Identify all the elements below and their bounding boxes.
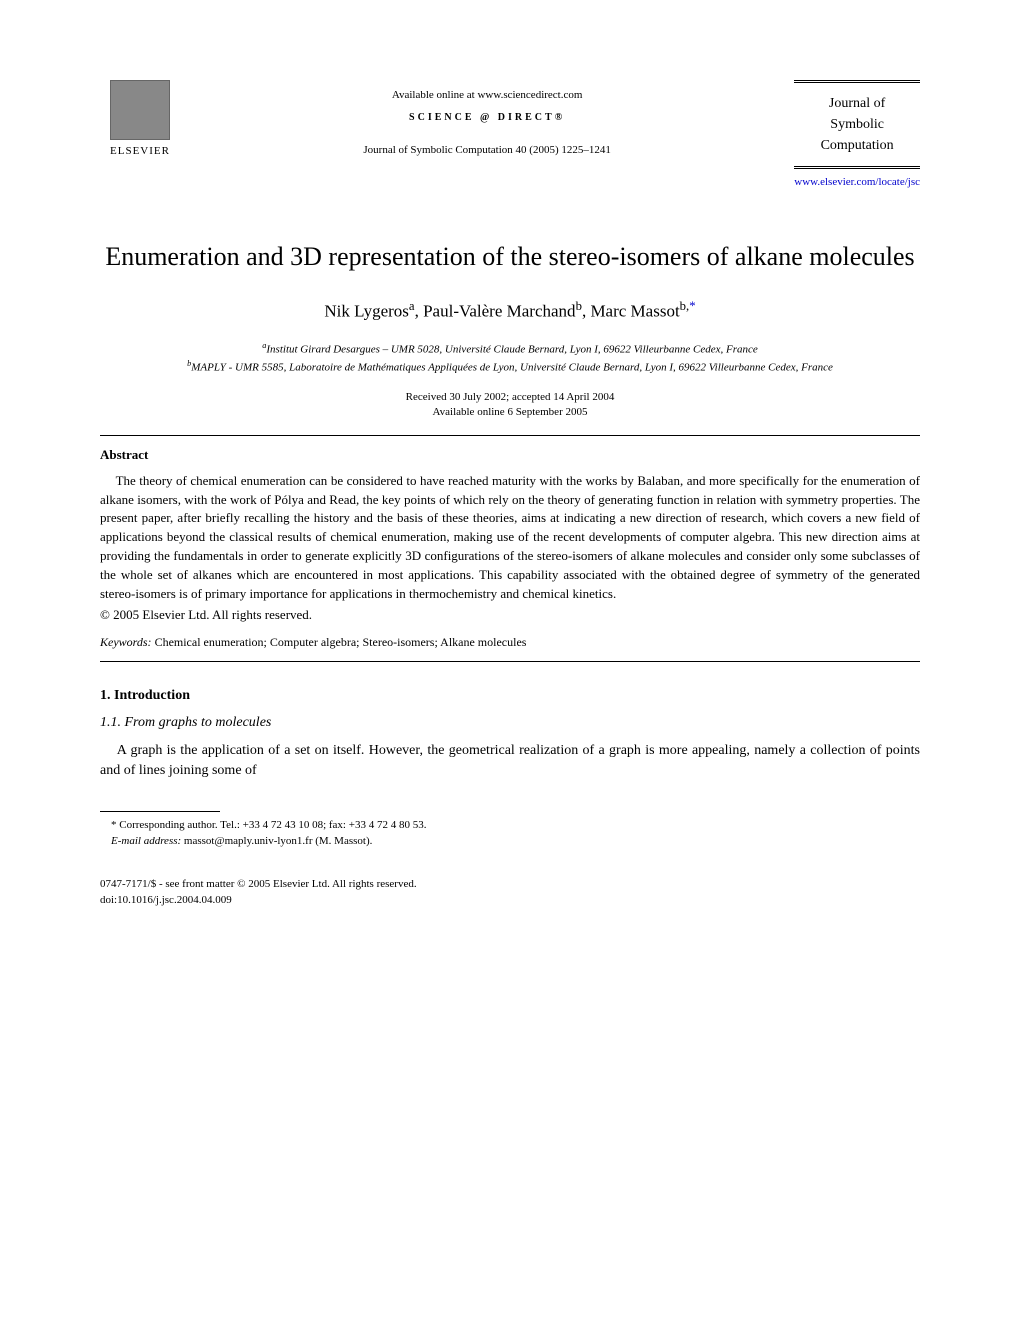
affiliation-a: aInstitut Girard Desargues – UMR 5028, U… — [100, 340, 920, 358]
authors-line: Nik Lygerosa, Paul-Valère Marchandb, Mar… — [100, 298, 920, 323]
affiliations: aInstitut Girard Desargues – UMR 5028, U… — [100, 340, 920, 376]
keywords-text: Chemical enumeration; Computer algebra; … — [152, 635, 527, 649]
publisher-name: ELSEVIER — [110, 144, 170, 159]
journal-name-line1: Journal of — [810, 93, 904, 114]
intro-paragraph: A graph is the application of a set on i… — [100, 741, 920, 782]
science-direct-logo: SCIENCE @ DIRECT® — [180, 111, 794, 125]
center-header: Available online at www.sciencedirect.co… — [180, 80, 794, 159]
article-title: Enumeration and 3D representation of the… — [100, 240, 920, 274]
journal-name-line2: Symbolic — [810, 114, 904, 135]
elsevier-tree-icon — [110, 80, 170, 140]
copyright-footer: 0747-7171/$ - see front matter © 2005 El… — [100, 877, 920, 892]
email-footnote: E-mail address: massot@maply.univ-lyon1.… — [100, 834, 920, 849]
divider-top — [100, 435, 920, 436]
keywords-line: Keywords: Chemical enumeration; Computer… — [100, 634, 920, 651]
received-date: Received 30 July 2002; accepted 14 April… — [100, 390, 920, 405]
email-label: E-mail address: — [111, 835, 181, 847]
section-1-1-heading: 1.1. From graphs to molecules — [100, 713, 920, 733]
footnote-rule — [100, 811, 220, 812]
journal-name-box: Journal of Symbolic Computation — [794, 80, 920, 169]
journal-name-line3: Computation — [810, 135, 904, 156]
keywords-label: Keywords: — [100, 635, 152, 649]
abstract-text: The theory of chemical enumeration can b… — [100, 472, 920, 604]
journal-citation: Journal of Symbolic Computation 40 (2005… — [180, 143, 794, 158]
footer-info: 0747-7171/$ - see front matter © 2005 El… — [100, 877, 920, 908]
article-dates: Received 30 July 2002; accepted 14 April… — [100, 390, 920, 421]
affiliation-b: bMAPLY - UMR 5585, Laboratoire de Mathém… — [100, 358, 920, 376]
available-online-text: Available online at www.sciencedirect.co… — [180, 88, 794, 103]
affiliation-b-text: MAPLY - UMR 5585, Laboratoire de Mathéma… — [191, 361, 833, 373]
affiliation-a-text: Institut Girard Desargues – UMR 5028, Un… — [266, 343, 757, 355]
online-date: Available online 6 September 2005 — [100, 405, 920, 420]
divider-bottom — [100, 661, 920, 662]
email-address[interactable]: massot@maply.univ-lyon1.fr (M. Massot). — [181, 835, 372, 847]
doi: doi:10.1016/j.jsc.2004.04.009 — [100, 893, 920, 908]
corresponding-author-footnote: * Corresponding author. Tel.: +33 4 72 4… — [100, 818, 920, 833]
abstract-heading: Abstract — [100, 446, 920, 464]
section-1-heading: 1. Introduction — [100, 686, 920, 706]
abstract-copyright: © 2005 Elsevier Ltd. All rights reserved… — [100, 606, 920, 624]
publisher-logo-block: ELSEVIER — [100, 80, 180, 159]
journal-url[interactable]: www.elsevier.com/locate/jsc — [794, 175, 920, 190]
journal-box-wrapper: Journal of Symbolic Computation www.else… — [794, 80, 920, 190]
header-row: ELSEVIER Available online at www.science… — [100, 80, 920, 190]
